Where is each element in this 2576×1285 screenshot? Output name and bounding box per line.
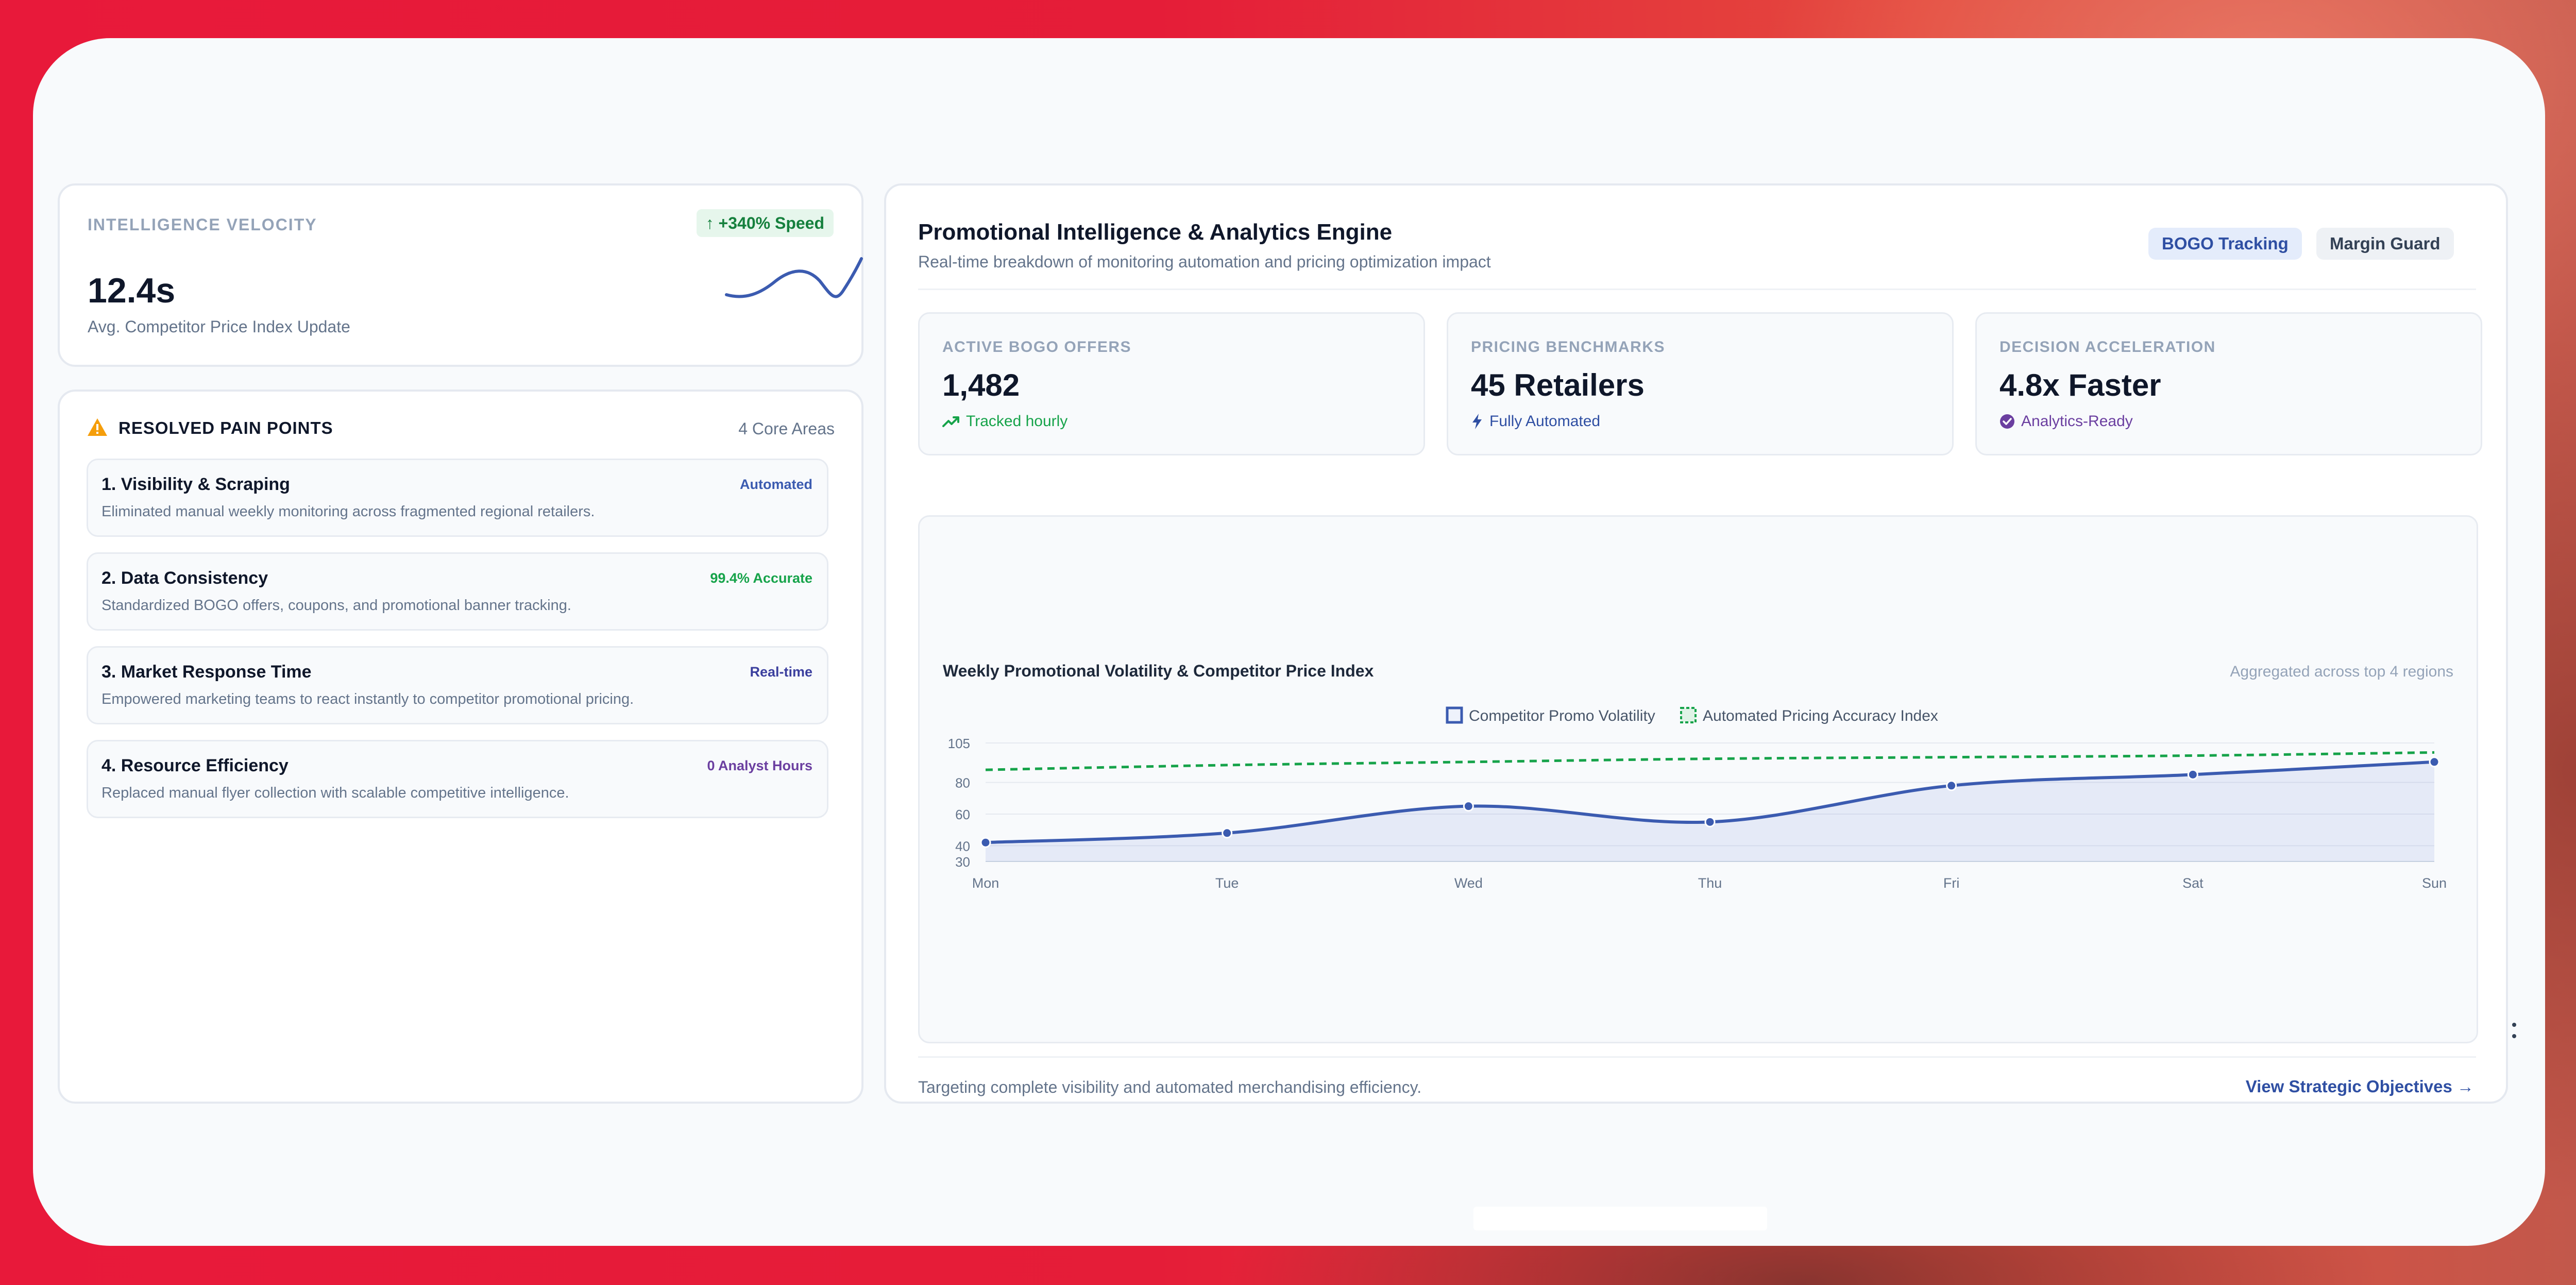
y-tick-label: 80 [955, 775, 970, 791]
data-point-volatility [980, 837, 991, 848]
pain-points-title: RESOLVED PAIN POINTS [118, 418, 333, 437]
dashboard-frame: INTELLIGENCE VELOCITY ↑ +340% Speed 12.4… [33, 38, 2545, 1246]
stat-card: PRICING BENCHMARKS 45 Retailers Fully Auto… [1447, 312, 1954, 455]
warning-icon [88, 418, 107, 436]
y-tick-label: 30 [955, 854, 970, 870]
pain-point-title: 1. Visibility & Scraping [101, 475, 290, 494]
legend-label-volatility: Competitor Promo Volatility [1469, 707, 1655, 724]
engine-card: Promotional Intelligence & Analytics Eng… [884, 183, 2508, 1104]
chart-note: Aggregated across top 4 regions [2230, 663, 2453, 680]
x-tick-label: Sat [2182, 875, 2204, 891]
data-point-volatility [2429, 756, 2440, 768]
pain-point-item: 3. Market Response Time Real-time Empowere… [87, 646, 828, 724]
legend-label-accuracy: Automated Pricing Accuracy Index [1703, 707, 1938, 724]
y-tick-label: 60 [955, 807, 970, 822]
chart-title: Weekly Promotional Volatility & Competit… [943, 662, 1374, 680]
footer-divider [918, 1056, 2476, 1058]
data-point-volatility [2187, 769, 2198, 780]
velocity-card: INTELLIGENCE VELOCITY ↑ +340% Speed 12.4… [58, 183, 863, 367]
header-divider [918, 289, 2476, 290]
more-options-icon[interactable] [2512, 1023, 2517, 1043]
velocity-label: INTELLIGENCE VELOCITY [88, 215, 317, 234]
pain-point-description: Replaced manual flyer collection with sc… [101, 785, 569, 801]
velocity-value: 12.4s [88, 271, 176, 310]
trend-up-icon [942, 415, 960, 428]
arrow-up-icon: ↑ [705, 214, 714, 232]
velocity-caption: Avg. Competitor Price Index Update [88, 317, 350, 336]
x-tick-label: Tue [1215, 875, 1239, 891]
stat-value: 4.8x Faster [1999, 368, 2161, 402]
view-strategic-objectives-link[interactable]: View Strategic Objectives → [2245, 1077, 2474, 1096]
chart-panel: Weekly Promotional Volatility & Competit… [918, 515, 2478, 1043]
stat-footnote: Fully Automated [1471, 413, 1600, 430]
data-point-volatility [1946, 780, 1957, 791]
data-point-volatility [1463, 801, 1474, 812]
pain-point-title: 2. Data Consistency [101, 568, 268, 588]
pain-point-description: Standardized BOGO offers, coupons, and p… [101, 597, 571, 614]
pain-points-card: RESOLVED PAIN POINTS 4 Core Areas 1. Vis… [58, 390, 863, 1104]
x-tick-label: Mon [972, 875, 999, 891]
stat-footnote: Analytics-Ready [1999, 413, 2133, 430]
pain-point-description: Empowered marketing teams to react insta… [101, 691, 634, 707]
stat-value: 45 Retailers [1471, 368, 1645, 402]
engine-title: Promotional Intelligence & Analytics Eng… [918, 219, 1393, 245]
pain-point-title: 4. Resource Efficiency [101, 756, 289, 775]
stat-label: ACTIVE BOGO OFFERS [942, 339, 1132, 356]
series-line-accuracy [985, 751, 2435, 771]
y-tick-label: 105 [948, 736, 970, 751]
pain-point-title: 3. Market Response Time [101, 662, 312, 682]
tag-margin-guard[interactable]: Margin Guard [2316, 228, 2454, 260]
stat-value: 1,482 [942, 368, 1020, 402]
stat-footnote-text: Fully Automated [1489, 413, 1601, 430]
data-point-volatility [1222, 827, 1233, 839]
stat-card: DECISION ACCELERATION 4.8x Faster Analytic… [1975, 312, 2482, 455]
pain-point-item: 4. Resource Efficiency 0 Analyst Hours Rep… [87, 740, 828, 818]
stat-label: DECISION ACCELERATION [1999, 339, 2216, 356]
footer-text: Targeting complete visibility and automa… [918, 1078, 1422, 1096]
stat-label: PRICING BENCHMARKS [1471, 339, 1666, 356]
series-area-volatility [986, 762, 2434, 861]
check-circle-icon [1999, 414, 2015, 429]
stat-footnote: Tracked hourly [942, 413, 1067, 430]
pain-points-count: 4 Core Areas [738, 419, 835, 438]
pain-point-item: 2. Data Consistency 99.4% Accurate Standar… [87, 552, 828, 631]
pain-point-description: Eliminated manual weekly monitoring acro… [101, 503, 595, 520]
pain-point-badge: Automated [740, 477, 812, 492]
legend-swatch-accuracy [1680, 707, 1697, 723]
pain-point-badge: Real-time [750, 664, 812, 680]
bottom-placeholder-bar [1473, 1207, 1767, 1230]
velocity-badge: ↑ +340% Speed [696, 209, 834, 237]
x-tick-label: Wed [1454, 875, 1483, 891]
stat-card: ACTIVE BOGO OFFERS 1,482 Tracked hourly [918, 312, 1425, 455]
data-point-volatility [1704, 816, 1716, 827]
tag-bogo-tracking[interactable]: BOGO Tracking [2148, 228, 2302, 260]
pain-point-item: 1. Visibility & Scraping Automated Elimina… [87, 459, 828, 537]
velocity-sparkline [725, 257, 863, 298]
velocity-badge-text: +340% Speed [718, 214, 824, 232]
stat-footnote-text: Analytics-Ready [2021, 413, 2133, 430]
pain-point-badge: 0 Analyst Hours [707, 758, 812, 773]
legend-swatch-volatility [1446, 706, 1463, 724]
lightning-icon [1471, 413, 1483, 430]
pain-point-badge: 99.4% Accurate [710, 570, 812, 586]
chart-svg: Weekly Promotional Volatility & Competit… [943, 662, 2453, 891]
engine-subtitle: Real-time breakdown of monitoring automa… [918, 252, 1491, 271]
x-tick-label: Fri [1943, 875, 1959, 891]
stat-footnote-text: Tracked hourly [966, 413, 1068, 430]
x-tick-label: Thu [1698, 875, 1722, 891]
y-tick-label: 40 [955, 838, 970, 854]
x-tick-label: Sun [2422, 875, 2447, 891]
